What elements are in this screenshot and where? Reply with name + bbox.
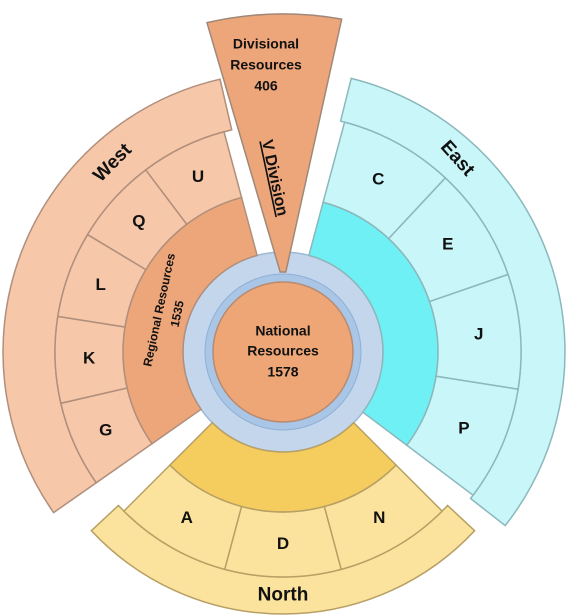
cell-label: G [99, 420, 112, 439]
regional-value: 1535 [168, 299, 187, 328]
national-label: Resources [247, 343, 319, 359]
cell-label: C [372, 170, 384, 189]
national-value: 1578 [267, 364, 298, 380]
cell-label: U [192, 167, 204, 186]
cell [144, 130, 243, 226]
cell-label: A [181, 508, 193, 527]
cell [223, 505, 343, 578]
divisional-value: 406 [254, 78, 278, 94]
cell-label: L [96, 275, 106, 294]
cell-label: N [373, 508, 385, 527]
cell-label: E [442, 234, 453, 253]
cell [323, 464, 444, 571]
national-circle [212, 281, 354, 423]
cell-label: Q [132, 212, 145, 231]
cell [405, 375, 519, 497]
region-name: North [258, 585, 309, 606]
cell-label: K [83, 348, 96, 367]
cell-label: J [474, 324, 483, 343]
divisional-label: Divisional [233, 36, 299, 52]
cell-label: D [277, 534, 289, 553]
divisional-wedge [206, 13, 343, 273]
national-label: National [255, 323, 310, 339]
divisional-label: Resources [230, 57, 302, 73]
cell-label: P [458, 418, 469, 437]
cell [122, 464, 243, 571]
